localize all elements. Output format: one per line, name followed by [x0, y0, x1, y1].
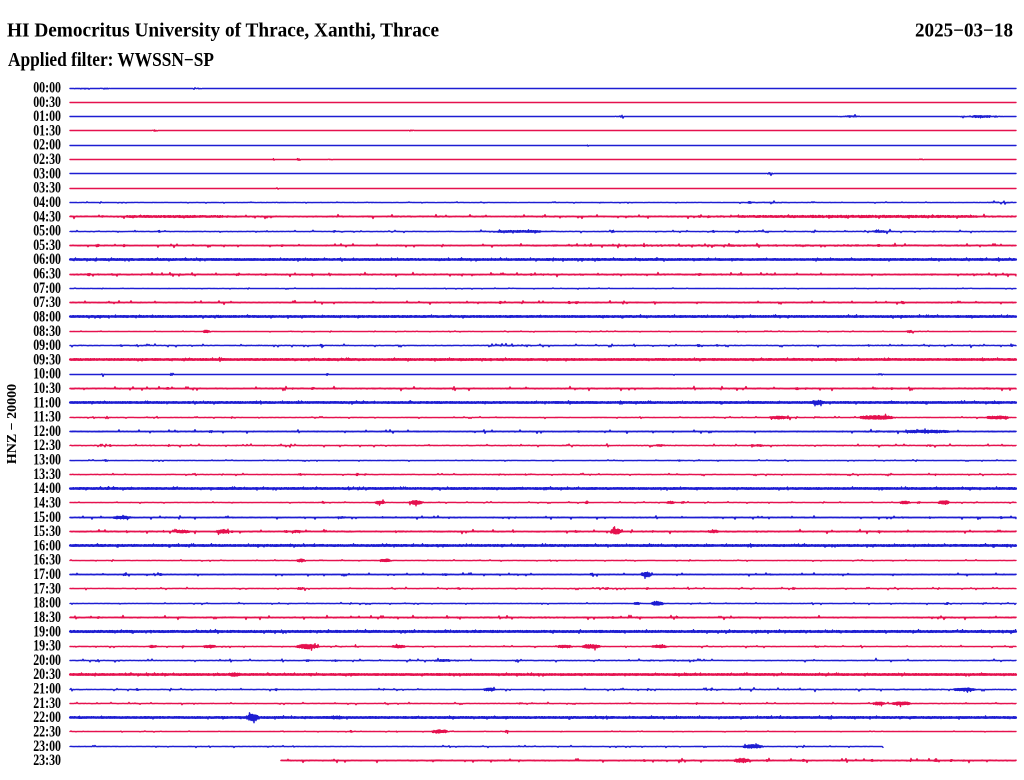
svg-text:01:00: 01:00 [33, 108, 61, 125]
svg-text:09:00: 09:00 [33, 337, 61, 354]
svg-text:06:00: 06:00 [33, 251, 61, 268]
svg-text:16:00: 16:00 [33, 537, 61, 554]
svg-text:10:30: 10:30 [33, 380, 61, 397]
svg-text:17:00: 17:00 [33, 566, 61, 583]
svg-text:09:30: 09:30 [33, 351, 61, 368]
svg-text:19:30: 19:30 [33, 638, 61, 655]
svg-text:08:00: 08:00 [33, 309, 61, 326]
svg-text:18:00: 18:00 [33, 595, 61, 612]
svg-text:12:30: 12:30 [33, 437, 61, 454]
svg-text:00:30: 00:30 [33, 94, 61, 111]
svg-text:05:00: 05:00 [33, 223, 61, 240]
svg-text:03:00: 03:00 [33, 165, 61, 182]
svg-text:02:00: 02:00 [33, 137, 61, 154]
svg-text:07:00: 07:00 [33, 280, 61, 297]
svg-text:11:30: 11:30 [33, 409, 61, 426]
svg-text:13:30: 13:30 [33, 466, 61, 483]
svg-text:15:30: 15:30 [33, 523, 61, 540]
svg-text:14:30: 14:30 [33, 495, 61, 512]
svg-text:14:00: 14:00 [33, 480, 61, 497]
svg-text:Applied filter: WWSSN−SP: Applied filter: WWSSN−SP [8, 50, 214, 71]
svg-text:20:30: 20:30 [33, 666, 61, 683]
svg-text:11:00: 11:00 [33, 394, 61, 411]
svg-text:19:00: 19:00 [33, 623, 61, 640]
svg-text:15:00: 15:00 [33, 509, 61, 526]
svg-text:08:30: 08:30 [33, 323, 61, 340]
svg-text:05:30: 05:30 [33, 237, 61, 254]
svg-text:20:00: 20:00 [33, 652, 61, 669]
svg-text:04:30: 04:30 [33, 208, 61, 225]
svg-text:16:30: 16:30 [33, 552, 61, 569]
svg-text:06:30: 06:30 [33, 266, 61, 283]
svg-text:01:30: 01:30 [33, 122, 61, 139]
svg-text:21:00: 21:00 [33, 681, 61, 698]
svg-text:23:00: 23:00 [33, 738, 61, 755]
svg-text:2025−03−18: 2025−03−18 [915, 21, 1013, 42]
svg-text:07:30: 07:30 [33, 294, 61, 311]
svg-text:23:30: 23:30 [33, 752, 61, 769]
svg-text:10:00: 10:00 [33, 366, 61, 383]
svg-text:12:00: 12:00 [33, 423, 61, 440]
svg-text:13:00: 13:00 [33, 452, 61, 469]
svg-text:03:30: 03:30 [33, 180, 61, 197]
svg-text:04:00: 04:00 [33, 194, 61, 211]
svg-text:HI Democritus University of Th: HI Democritus University of Thrace, Xant… [7, 21, 439, 42]
svg-text:02:30: 02:30 [33, 151, 61, 168]
svg-text:HNZ − 20000: HNZ − 20000 [5, 384, 20, 464]
svg-text:22:00: 22:00 [33, 709, 61, 726]
svg-text:00:00: 00:00 [33, 80, 61, 97]
svg-text:18:30: 18:30 [33, 609, 61, 626]
svg-text:17:30: 17:30 [33, 580, 61, 597]
svg-text:22:30: 22:30 [33, 724, 61, 741]
svg-text:21:30: 21:30 [33, 695, 61, 712]
